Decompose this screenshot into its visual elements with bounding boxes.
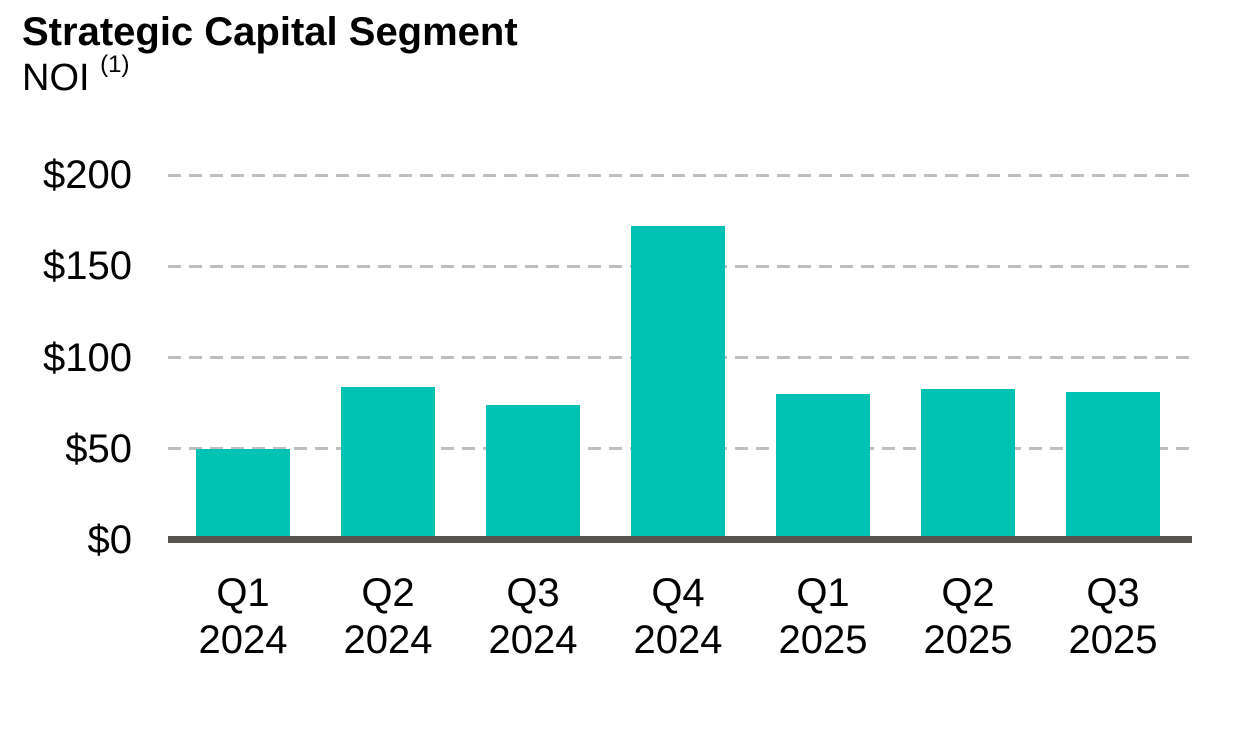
plot-area [168, 173, 1192, 543]
bar-q3-2024 [486, 404, 580, 540]
bar-q3-2025 [1066, 392, 1160, 540]
chart-subtitle-text: NOI [22, 57, 90, 99]
chart-subtitle: NOI (1) [22, 53, 518, 100]
x-axis-tick-label: Q2 2024 [343, 571, 433, 662]
gridline-200 [168, 173, 1192, 177]
y-axis: $0 $50 $100 $150 $200 [0, 155, 132, 560]
bar-q2-2025 [921, 388, 1015, 540]
bar-q4-2024 [631, 226, 725, 540]
x-axis: Q1 2024 Q2 2024 Q3 2024 Q4 2024 Q1 2025 Q2 20… [168, 570, 1192, 680]
bar-q1-2025 [776, 394, 870, 540]
x-axis-tick-label: Q1 2024 [198, 571, 288, 662]
chart-title: Strategic Capital Segment [22, 10, 518, 54]
x-axis-tick-label: Q3 2024 [488, 571, 578, 662]
x-axis-line [168, 536, 1192, 543]
bar-q1-2024 [196, 448, 290, 540]
x-axis-tick-label: Q4 2024 [633, 571, 723, 662]
y-axis-tick-label: $0 [87, 518, 133, 562]
footnote-marker: (1) [100, 51, 130, 79]
y-axis-tick-label: $100 [43, 335, 132, 380]
x-axis-tick-label: Q3 2025 [1068, 571, 1158, 662]
y-axis-tick-label: $150 [43, 244, 132, 289]
chart-header: Strategic Capital Segment NOI (1) [22, 8, 518, 100]
x-axis-tick-label: Q2 2025 [923, 571, 1013, 662]
y-axis-tick-label: $200 [43, 153, 132, 197]
bar-q2-2024 [341, 386, 435, 540]
y-axis-tick-label: $50 [65, 426, 132, 471]
x-axis-tick-label: Q1 2025 [778, 571, 868, 662]
